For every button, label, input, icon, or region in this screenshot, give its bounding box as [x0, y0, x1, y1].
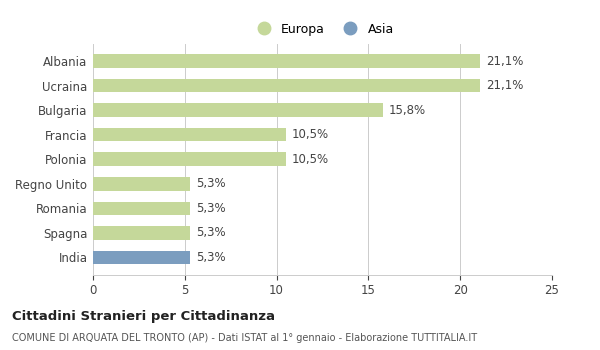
Text: 10,5%: 10,5%: [291, 128, 328, 141]
Bar: [93, 103, 383, 117]
Text: Cittadini Stranieri per Cittadinanza: Cittadini Stranieri per Cittadinanza: [12, 310, 275, 323]
Text: 5,3%: 5,3%: [196, 202, 226, 215]
Bar: [93, 226, 190, 240]
Text: COMUNE DI ARQUATA DEL TRONTO (AP) - Dati ISTAT al 1° gennaio - Elaborazione TUTT: COMUNE DI ARQUATA DEL TRONTO (AP) - Dati…: [12, 333, 477, 343]
Text: 5,3%: 5,3%: [196, 177, 226, 190]
Bar: [93, 54, 481, 68]
Bar: [93, 153, 286, 166]
Bar: [93, 128, 286, 141]
Bar: [93, 202, 190, 215]
Text: 10,5%: 10,5%: [291, 153, 328, 166]
Bar: [93, 79, 481, 92]
Text: 5,3%: 5,3%: [196, 251, 226, 264]
Text: 21,1%: 21,1%: [486, 55, 523, 68]
Bar: [93, 251, 190, 264]
Legend: Europa, Asia: Europa, Asia: [246, 18, 399, 41]
Text: 15,8%: 15,8%: [389, 104, 426, 117]
Text: 5,3%: 5,3%: [196, 226, 226, 239]
Bar: [93, 177, 190, 190]
Text: 21,1%: 21,1%: [486, 79, 523, 92]
